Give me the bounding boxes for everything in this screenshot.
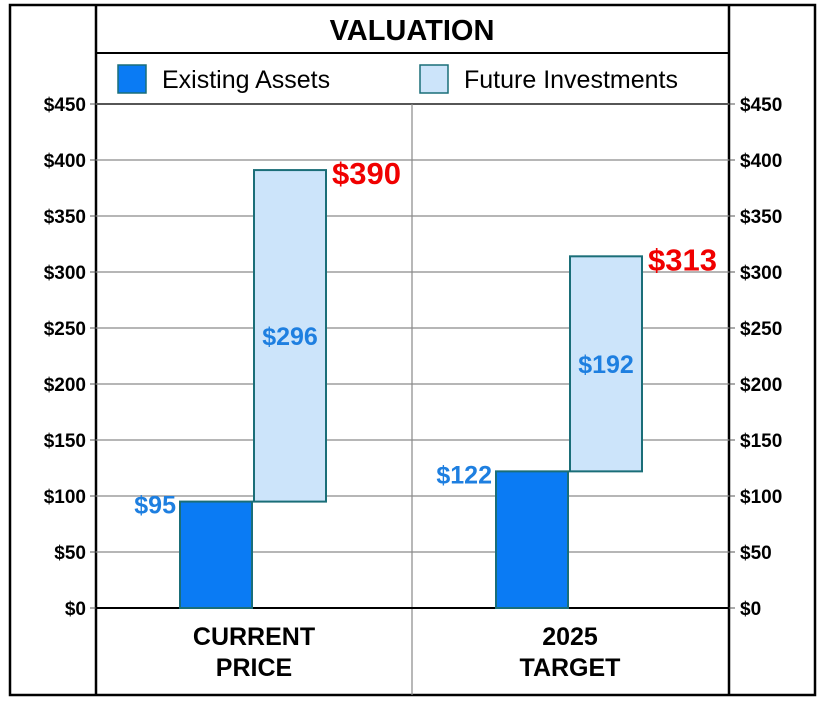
legend-label: Existing Assets — [162, 66, 330, 94]
future-investments-bar — [569, 255, 643, 473]
y-tick-label-right: $50 — [740, 543, 772, 564]
y-tick-label-left: $50 — [54, 543, 86, 564]
chart-title: VALUATION — [330, 15, 495, 47]
y-tick-label-right: $200 — [740, 375, 782, 396]
future-investments-value-label: $192 — [578, 351, 634, 379]
y-tick-label-right: $150 — [740, 431, 782, 452]
y-tick-label-right: $0 — [740, 599, 761, 620]
bars — [179, 169, 643, 610]
y-tick-label-right: $450 — [740, 95, 782, 116]
x-category-label: 2025 — [542, 623, 598, 651]
legend-swatch — [117, 64, 147, 94]
y-tick-label-right: $250 — [740, 319, 782, 340]
y-tick-label-right: $100 — [740, 487, 782, 508]
y-tick-label-left: $300 — [44, 263, 86, 284]
y-tick-label-left: $350 — [44, 207, 86, 228]
y-tick-label-left: $200 — [44, 375, 86, 396]
y-tick-label-left: $400 — [44, 151, 86, 172]
y-tick-label-left: $100 — [44, 487, 86, 508]
future-investments-bar — [253, 169, 327, 503]
total-value-label: $313 — [648, 242, 717, 277]
existing-assets-value-label: $95 — [134, 492, 176, 520]
y-axis-left: $0 $50 $100 $150 $200 $250 $300 $350 $400 $450 — [44, 95, 96, 620]
existing-assets-bar — [495, 470, 569, 609]
existing-assets-bar — [179, 500, 253, 610]
y-tick-label-left: $450 — [44, 95, 86, 116]
y-axis-right: $0 $50 $100 $150 $200 $250 $300 $350 $400 $450 — [729, 95, 782, 620]
y-tick-label-left: $150 — [44, 431, 86, 452]
future-investments-value-label: $296 — [262, 323, 318, 351]
legend: Existing Assets Future Investments — [117, 64, 678, 94]
y-tick-label-right: $300 — [740, 263, 782, 284]
legend-label: Future Investments — [464, 66, 678, 94]
total-value-label: $390 — [332, 156, 401, 191]
chart-frame — [8, 3, 817, 697]
y-tick-label-left: $0 — [65, 599, 86, 620]
y-tick-label-right: $400 — [740, 151, 782, 172]
data-labels: $95 $296 $390 $122 $192 $313 — [134, 156, 717, 519]
x-category-label: PRICE — [216, 654, 292, 682]
x-axis-categories: CURRENT PRICE 2025 TARGET — [193, 623, 621, 682]
existing-assets-value-label: $122 — [436, 461, 492, 489]
legend-swatch — [419, 64, 449, 94]
x-category-label: CURRENT — [193, 623, 315, 651]
x-category-label: TARGET — [520, 654, 621, 682]
y-tick-label-left: $250 — [44, 319, 86, 340]
y-tick-label-right: $350 — [740, 207, 782, 228]
